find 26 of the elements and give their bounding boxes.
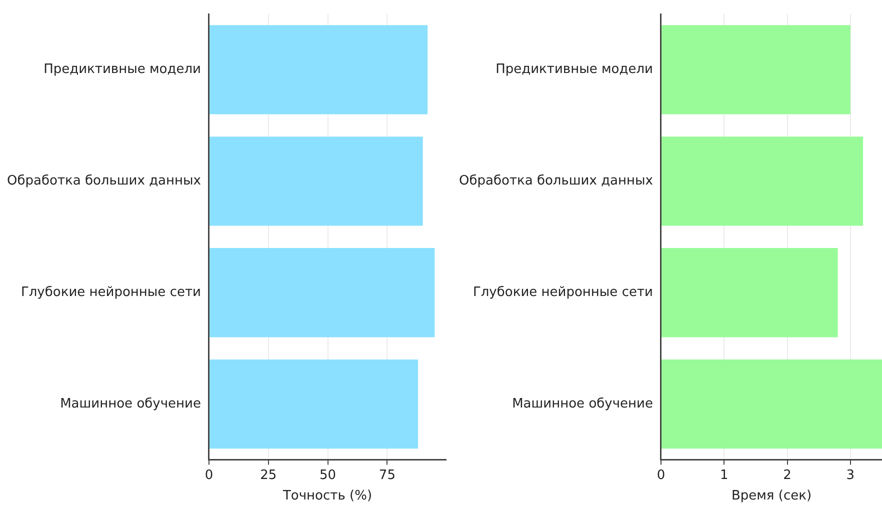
bar xyxy=(209,136,423,226)
y-tick-label: Машинное обучение xyxy=(512,396,653,412)
x-tick-label: 2 xyxy=(783,468,792,483)
x-axis-title: Точность (%) xyxy=(282,488,372,504)
bar xyxy=(209,25,428,114)
x-tick-label: 0 xyxy=(656,468,666,483)
bar xyxy=(661,359,882,449)
y-tick-label: Обработка больших данных xyxy=(459,174,654,189)
x-tick-label: 75 xyxy=(378,468,396,483)
bar xyxy=(661,25,850,114)
y-tick-label: Обработка больших данных xyxy=(7,174,202,189)
y-tick-label: Предиктивные модели xyxy=(496,62,653,78)
y-tick-label: Глубокие нейронные сети xyxy=(20,285,201,300)
bar xyxy=(209,248,435,338)
bar xyxy=(209,359,418,449)
bar xyxy=(661,136,864,226)
x-axis-title: Время (сек) xyxy=(731,488,812,504)
bar xyxy=(661,248,838,338)
x-tick-label: 3 xyxy=(846,468,855,483)
y-tick-label: Машинное обучение xyxy=(60,396,201,412)
x-tick-label: 0 xyxy=(204,468,214,483)
x-tick-label: 50 xyxy=(320,468,336,483)
y-tick-label: Предиктивные модели xyxy=(44,62,201,78)
x-tick-label: 25 xyxy=(260,468,277,483)
x-tick-label: 1 xyxy=(720,468,728,483)
y-tick-label: Глубокие нейронные сети xyxy=(472,285,653,300)
